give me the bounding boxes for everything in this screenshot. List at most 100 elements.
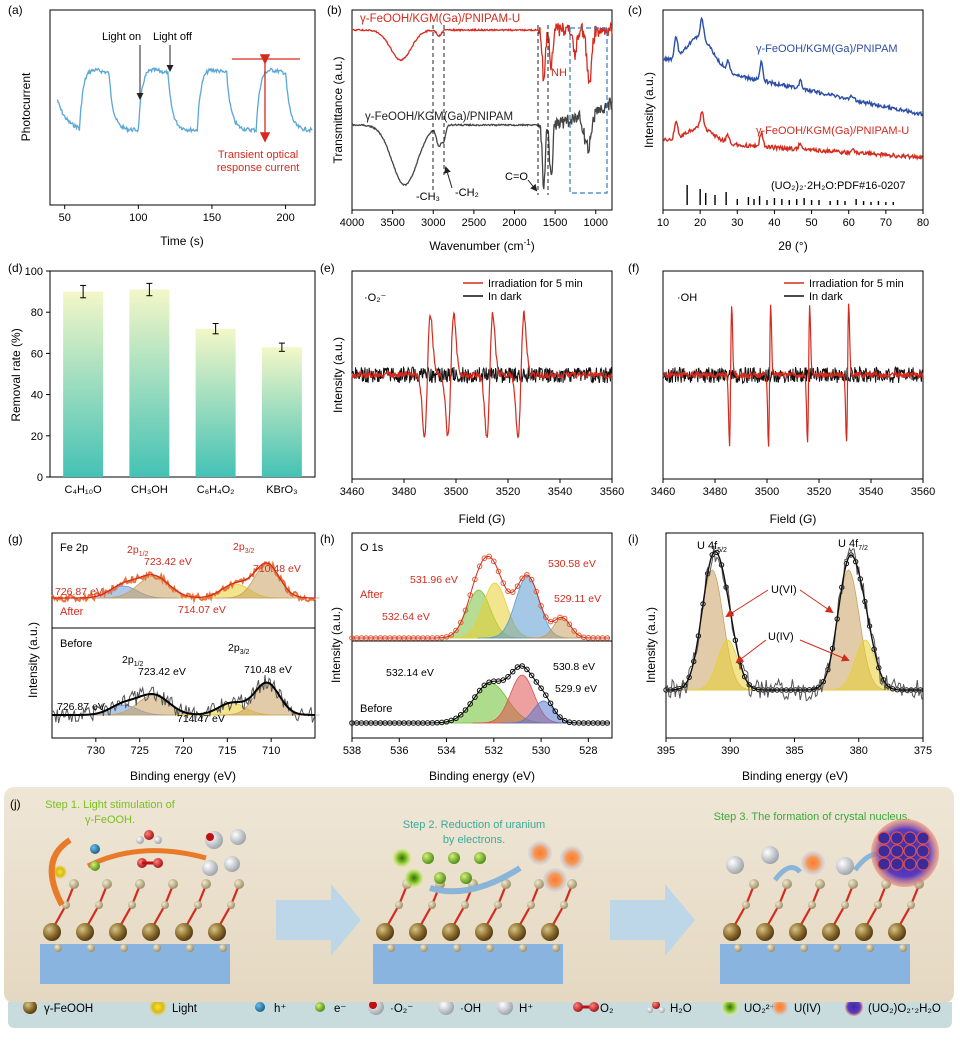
panel-a-xticks: 50 100 150 200 [59,205,295,224]
panel-e-ylabel: Intensity (a.u.) [331,337,345,413]
panel-i-ylabel: Intensity (a.u.) [644,607,658,683]
panel-e-xlabel: Field (G) [459,512,506,526]
fe-after-envelope [52,562,315,599]
x-tick-label: 538 [343,745,361,757]
crystal-unit [903,831,917,845]
category-label-0: C₄H₁₀O [65,484,103,496]
panel-b-xlabel: Wavenumber (cm-1) [429,238,534,253]
fe-atom [888,923,906,941]
o-atom [234,879,244,889]
o-atom [800,944,808,952]
o-after-raw-point [453,627,459,634]
legend-label-eminus: e⁻ [334,1003,346,1015]
o-after-raw-point [476,563,483,570]
bar-1 [129,289,170,477]
panel-c-xticks: 10 20 30 40 50 60 70 80 [657,210,929,229]
legend-label-uo2: UO₂²⁺ [744,1003,776,1015]
o-atom [453,944,461,952]
o1s-before-peak-3: 529.9 eV [555,683,597,695]
legend-label-crys: (UO₂)O₂·₂H₂O [868,1003,941,1015]
xrd-series-base [662,16,923,117]
x-tick-label: 1000 [584,217,608,229]
o-atom [120,944,128,952]
y-tick-label: 20 [31,431,43,443]
fe-atom [442,923,460,941]
crystal-unit [877,831,891,845]
u-iv-arrow-left [735,639,767,664]
fe-atom [175,923,193,941]
o-atom [420,944,428,952]
hole [90,844,100,854]
pdf-reference-lines [686,185,894,205]
legend-feooh-icon [23,1000,37,1014]
panel-g-xlabel: Binding energy (eV) [130,769,236,783]
uranium-iv [528,841,552,865]
electron [474,852,486,864]
legend-hole-icon [255,1002,265,1012]
o-atom [428,901,436,909]
x-tick-label: 715 [218,745,236,757]
o-atom [527,901,535,909]
o-before-raw-point [481,682,488,689]
o-after-raw-point [571,628,577,634]
x-tick-label: 40 [768,217,780,229]
u-envelope [666,550,922,691]
panel-a-ylabel: Photocurrent [19,72,33,141]
fe2p-after-peak-1: 726.87 eV [55,586,103,598]
o-after-raw-point [500,580,507,586]
transient-annotation-1: Transient optical [218,149,298,161]
o-atom [194,901,202,909]
x-tick-label: 3480 [703,486,727,498]
o-atom [128,901,136,909]
category-label-3: KBrO₃ [266,484,297,496]
legend-electron-icon [315,1002,325,1012]
band-nh-label: NH [551,67,567,79]
fe-atom [409,923,427,941]
ftir-series-base [351,97,613,190]
electron [404,868,424,888]
electron [434,872,446,884]
crystal-unit [890,857,904,871]
legend-crystal-icon [845,998,863,1016]
u-raw-point [751,685,757,692]
legend-light-icon [149,998,167,1016]
o-atom [161,901,169,909]
x-tick-label: 150 [203,212,221,224]
oh-radical [836,857,854,875]
u-iv-label: U(IV) [768,631,794,643]
panel-c-frame [662,9,924,211]
x-tick-label: 532 [485,745,503,757]
fe-atom [855,923,873,941]
o-after-envelope [352,556,610,639]
o2-atom [153,858,163,868]
panel-i: (i) 395 390 385 380 375 Binding energy (eV) … [628,532,932,783]
bar-2 [195,328,236,477]
pdf-reference-label: (UO₂)₂·2H₂O:PDF#16-0207 [771,180,905,192]
o-before-raw-point [509,668,516,675]
o-atom [567,879,577,889]
crystal-unit [916,857,930,871]
legend-label-hion: H⁺ [519,1003,533,1015]
step3-text: Step 3. The formation of crystal nucleus… [714,811,911,823]
panel-f: (f) 3460 3480 3500 3520 3540 3560 Field (G) ·… [628,261,935,526]
fe2p-after-peak-3: 714.07 eV [178,604,226,616]
fe-atom [76,923,94,941]
panel-g-label: (g) [8,532,23,546]
o-atom [102,879,112,889]
o-before-raw-point [500,677,507,683]
x-tick-label: 100 [129,212,147,224]
step1-text-b: γ-FeOOH. [85,814,135,826]
legend-f-dark-label: In dark [809,291,843,303]
o-after-raw-point [462,607,469,614]
ftir-series-u-label: γ-FeOOH/KGM(Ga)/PNIPAM-U [360,13,520,25]
x-tick-label: 4000 [340,217,364,229]
fe-before-envelope [52,681,315,716]
o1s-before-label: Before [360,703,392,715]
legend-dark-label: In dark [488,291,522,303]
light-particle [53,865,67,879]
x-tick-label: 2000 [502,217,526,229]
o-before-raw-point [453,715,459,722]
o-atom [519,944,527,952]
electron [460,872,472,884]
panel-d-label: (d) [8,261,23,275]
